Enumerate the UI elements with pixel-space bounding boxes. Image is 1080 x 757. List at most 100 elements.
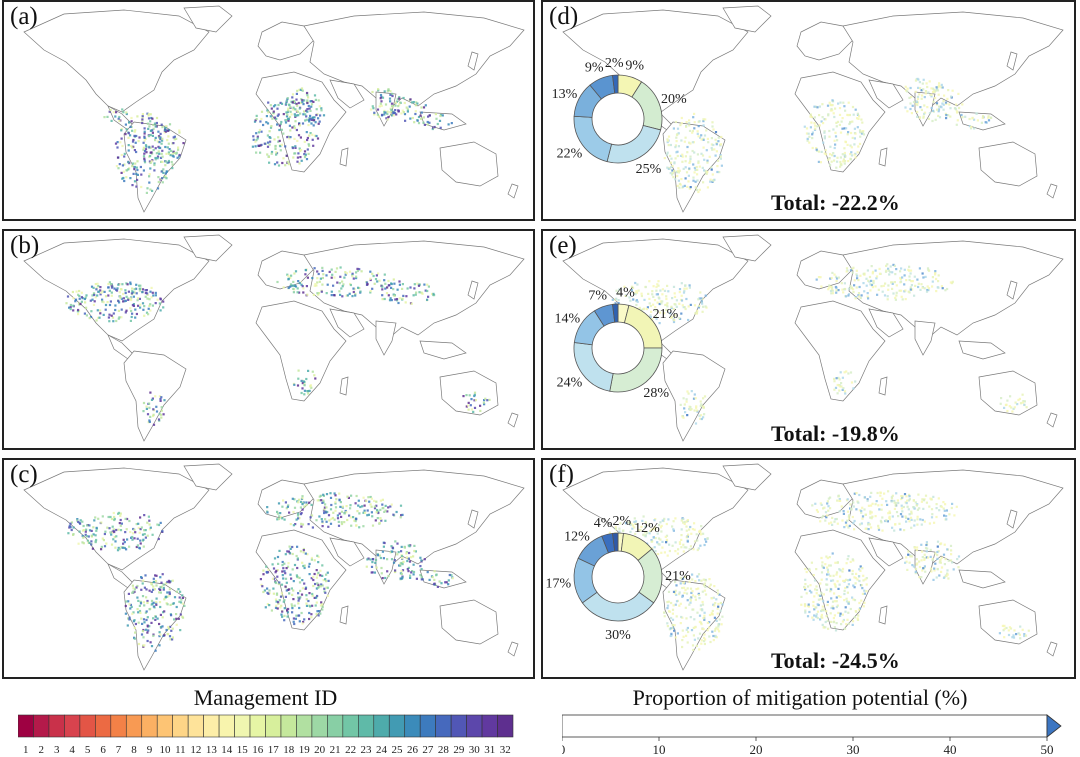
map-pixel bbox=[298, 88, 301, 91]
map-pixel bbox=[133, 626, 136, 630]
map-pixel bbox=[310, 386, 313, 389]
legend-left-swatch bbox=[249, 714, 266, 738]
map-pixel bbox=[120, 137, 123, 140]
map-pixel bbox=[148, 146, 151, 149]
map-pixel bbox=[681, 160, 684, 163]
map-pixel bbox=[392, 288, 395, 291]
map-pixel bbox=[308, 120, 311, 123]
map-pixel bbox=[334, 502, 337, 505]
map-pixel bbox=[674, 603, 677, 606]
map-pixel bbox=[131, 584, 134, 587]
map-pixel bbox=[804, 588, 807, 591]
map-pixel bbox=[687, 630, 690, 634]
map-pixel bbox=[887, 512, 890, 515]
map-pixel bbox=[861, 515, 865, 518]
legend-left-tick: 5 bbox=[85, 744, 91, 756]
legend-left-swatch bbox=[110, 714, 127, 738]
map-pixel bbox=[90, 310, 93, 313]
map-pixel bbox=[136, 608, 139, 611]
map-pixel bbox=[856, 617, 859, 620]
map-pixel bbox=[129, 125, 132, 128]
map-pixel bbox=[296, 514, 300, 517]
map-pixel bbox=[304, 119, 307, 122]
map-pixel bbox=[894, 523, 897, 526]
map-pixel bbox=[284, 595, 287, 598]
map-pixel bbox=[936, 540, 940, 543]
map-pixel bbox=[910, 280, 913, 283]
map-pixel bbox=[1013, 406, 1016, 409]
map-pixel bbox=[70, 521, 73, 524]
map-pixel bbox=[150, 160, 153, 163]
map-pixel bbox=[94, 516, 97, 519]
map-pixel bbox=[879, 519, 882, 522]
map-pixel bbox=[90, 534, 93, 537]
map-pixel bbox=[932, 87, 935, 90]
map-pixel bbox=[281, 161, 284, 165]
map-pixel bbox=[938, 82, 941, 85]
map-pixel bbox=[447, 123, 450, 126]
map-pixel bbox=[935, 88, 939, 91]
map-pixel bbox=[713, 585, 716, 588]
map-pixel bbox=[692, 648, 695, 652]
map-pixel bbox=[719, 601, 722, 605]
map-pixel bbox=[321, 520, 324, 523]
map-pixel bbox=[299, 88, 302, 91]
map-pixel bbox=[856, 126, 859, 129]
map-pixel bbox=[856, 113, 860, 116]
map-pixel bbox=[160, 585, 163, 588]
map-pixel bbox=[298, 282, 301, 285]
map-pixel bbox=[301, 622, 304, 625]
map-pixel bbox=[831, 516, 834, 519]
donut-label: 4% bbox=[616, 285, 635, 300]
map-pixel bbox=[853, 519, 856, 523]
map-pixel bbox=[1021, 628, 1024, 631]
map-pixel bbox=[671, 525, 674, 528]
map-pixel bbox=[674, 146, 677, 149]
map-pixel bbox=[870, 265, 873, 268]
map-pixel bbox=[944, 503, 947, 506]
map-pixel bbox=[838, 499, 841, 502]
map-pixel bbox=[917, 493, 920, 496]
map-pixel bbox=[318, 610, 321, 613]
map-pixel bbox=[391, 92, 394, 95]
map-pixel bbox=[833, 380, 836, 383]
map-pixel bbox=[427, 285, 430, 288]
map-pixel bbox=[394, 298, 397, 301]
map-pixel bbox=[920, 283, 923, 286]
map-pixel bbox=[683, 522, 686, 525]
map-pixel bbox=[296, 156, 299, 159]
map-pixel bbox=[147, 127, 150, 130]
map-pixel bbox=[170, 614, 173, 617]
map-pixel bbox=[296, 384, 300, 387]
map-pixel bbox=[301, 497, 304, 500]
map-pixel bbox=[850, 154, 854, 157]
map-pixel bbox=[78, 294, 81, 298]
map-pixel bbox=[660, 302, 663, 305]
map-pixel bbox=[686, 540, 689, 543]
legend-left-tick: 21 bbox=[330, 744, 341, 756]
map-pixel bbox=[106, 526, 109, 529]
map-pixel bbox=[441, 114, 444, 117]
map-pixel bbox=[860, 522, 863, 525]
map-pixel bbox=[142, 308, 145, 311]
map-pixel bbox=[911, 564, 914, 567]
map-pixel bbox=[277, 164, 281, 167]
map-pixel bbox=[344, 273, 347, 276]
map-pixel bbox=[821, 564, 824, 567]
map-pixel bbox=[840, 163, 843, 166]
map-pixel bbox=[905, 89, 908, 92]
map-pixel bbox=[314, 604, 317, 607]
map-pixel bbox=[308, 573, 311, 576]
map-pixel bbox=[300, 87, 304, 90]
map-pixel bbox=[693, 171, 696, 174]
map-pixel bbox=[925, 290, 929, 293]
map-pixel bbox=[162, 168, 165, 171]
map-pixel bbox=[317, 561, 320, 564]
map-pixel bbox=[896, 499, 899, 502]
map-pixel bbox=[651, 547, 654, 550]
map-pixel bbox=[652, 527, 655, 531]
map-pixel bbox=[806, 137, 809, 140]
map-pixel bbox=[834, 561, 837, 564]
map-pixel bbox=[380, 95, 383, 98]
map-pixel bbox=[665, 295, 668, 298]
